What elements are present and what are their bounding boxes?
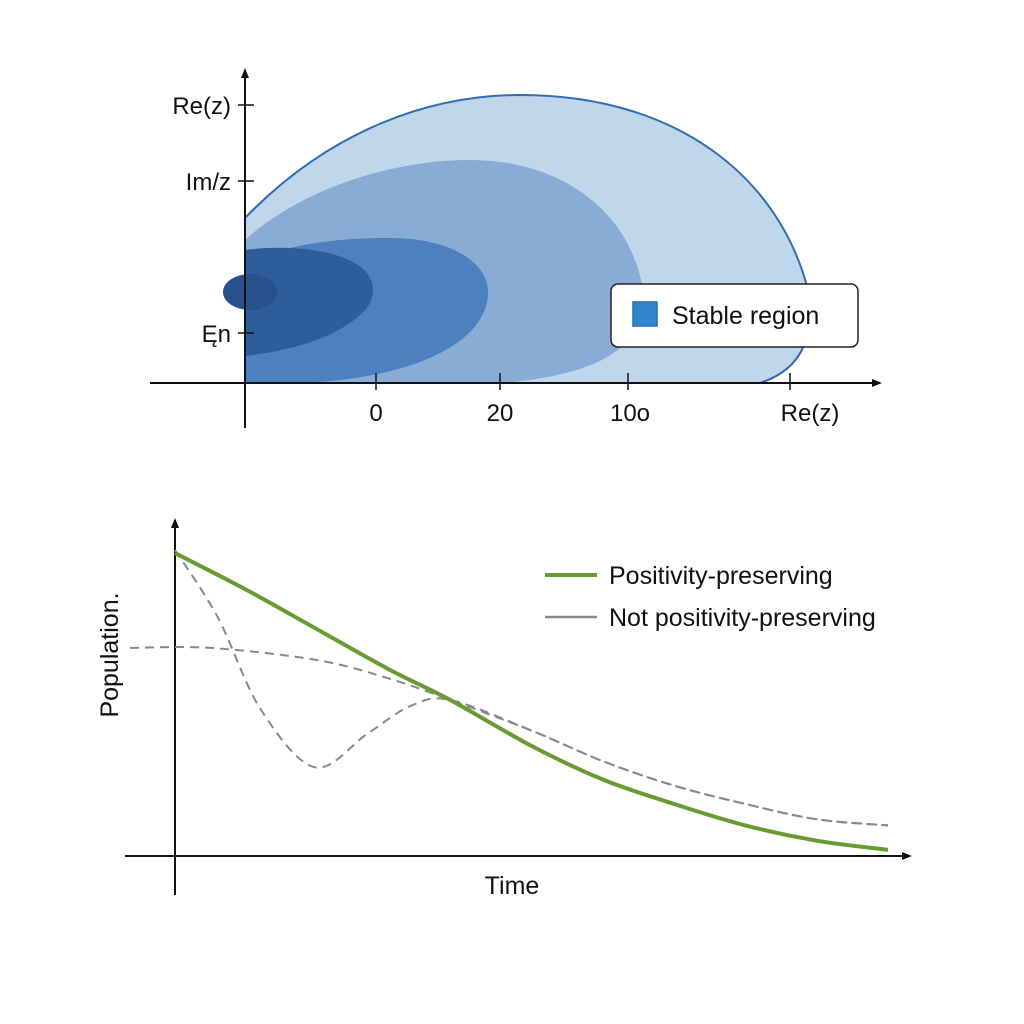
population-chart: Time Population. Positivity-preserving N… xyxy=(96,518,912,900)
y-tick-label: Re(z) xyxy=(172,93,231,120)
series-line-1 xyxy=(174,549,889,827)
x-tick-label: Re(z) xyxy=(781,400,840,427)
series-line-0 xyxy=(174,551,889,852)
region-center xyxy=(223,274,277,310)
legend-label: Positivity-preserving xyxy=(609,562,833,590)
x-axis-label: Time xyxy=(485,872,540,900)
stability-region-chart: Re(z) Im/z Ęn 0 20 10o Re(z) Stable regi… xyxy=(150,68,882,428)
x-tick-label: 20 xyxy=(487,400,514,427)
region-core xyxy=(245,247,374,356)
legend: Positivity-preserving Not positivity-pre… xyxy=(545,562,876,632)
y-tick-label: Im/z xyxy=(186,169,231,196)
x-tick-label: 0 xyxy=(369,400,382,427)
legend-label: Not positivity-preserving xyxy=(609,604,876,632)
y-axis-label: Population. xyxy=(96,592,124,717)
y-tick-label: Ęn xyxy=(202,321,231,348)
x-tick-label: 10o xyxy=(610,400,650,427)
legend-label: Stable region xyxy=(672,302,819,330)
legend: Stable region xyxy=(610,283,859,348)
legend-swatch xyxy=(632,301,658,327)
series-line-2 xyxy=(130,646,889,827)
